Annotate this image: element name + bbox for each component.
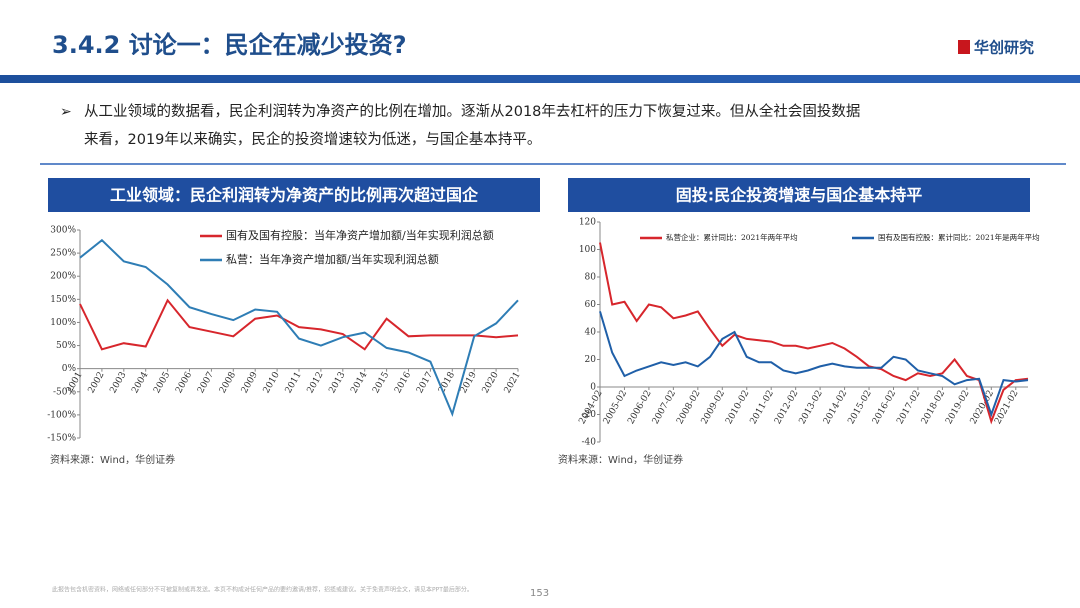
y-tick-label: -150%: [47, 434, 76, 444]
source: 资料来源：Wind，华创证券: [50, 453, 175, 466]
y-tick-label: -40: [582, 438, 597, 448]
source: 资料来源：Wind，华创证券: [558, 453, 683, 466]
x-tick-label: 2007: [196, 370, 216, 395]
disclaimer: 此报告包含机密资料，网络或任何部分不可被复制或再发送。本页不构成对任何产品的要约…: [52, 586, 473, 594]
x-tick-label: 2012: [306, 370, 326, 395]
legend-label: 私营：当年净资产增加额/当年实现利润总额: [226, 252, 439, 266]
x-tick-label: 2017-02: [895, 389, 922, 426]
bullet-line: 从工业领域的数据看，民企利润转为净资产的比例在增加。逐渐从2018年去杠杆的压力…: [84, 102, 860, 120]
x-tick-label: 2017: [415, 370, 435, 395]
y-tick-label: 100: [579, 245, 596, 255]
x-tick-label: 2008: [218, 370, 238, 395]
x-tick-label: 2016: [393, 370, 413, 395]
series-line: [79, 298, 519, 351]
x-tick-label: 2012-02: [773, 389, 800, 426]
y-tick-label: 0%: [62, 364, 77, 374]
y-tick-label: 60: [585, 300, 597, 310]
x-tick-label: 2009-02: [700, 389, 727, 426]
y-tick-label: 300%: [50, 226, 76, 236]
logo: 华创研究: [974, 39, 1034, 57]
chart-title: 工业领域：民企利润转为净资产的比例再次超过国企: [110, 186, 479, 205]
series-line: [79, 238, 519, 418]
x-tick-label: 2009: [240, 370, 260, 395]
chart-header: [48, 178, 540, 212]
x-tick-label: 2013-02: [798, 389, 825, 426]
x-tick-label: 2014-02: [822, 389, 849, 426]
x-tick-label: 2008-02: [675, 389, 702, 426]
x-tick-label: 2004-02: [577, 389, 604, 426]
y-tick-label: 40: [585, 328, 597, 338]
y-tick-label: 120: [579, 218, 596, 228]
y-tick-label: 200%: [50, 272, 76, 282]
x-tick-label: 2004: [130, 370, 150, 395]
y-tick-label: 0: [590, 383, 596, 393]
y-tick-label: 100%: [50, 318, 76, 328]
series-line: [599, 311, 1029, 418]
y-tick-label: -100%: [47, 410, 76, 420]
x-tick-label: 2021: [503, 370, 523, 395]
x-tick-label: 2005-02: [602, 389, 629, 426]
x-tick-label: 2006-02: [626, 389, 653, 426]
x-tick-label: 2010: [262, 370, 282, 395]
x-tick-label: 2006: [174, 370, 194, 395]
chart-title: 固投:民企投资增速与国企基本持平: [676, 186, 922, 205]
y-tick-label: 250%: [50, 249, 76, 259]
y-tick-label: -20: [582, 410, 597, 420]
y-tick-label: 50%: [56, 341, 76, 351]
x-tick-label: 2015: [371, 370, 391, 395]
x-tick-label: 2018-02: [920, 389, 947, 426]
legend-label: 国有及国有控股：当年净资产增加额/当年实现利润总额: [226, 228, 494, 242]
bullet-line: 来看，2019年以来确实，民企的投资增速较为低迷，与国企基本持平。: [84, 130, 541, 148]
bullet-marker: ➢: [60, 104, 72, 120]
legend-label: 私营企业：累计同比：2021年两年平均: [666, 232, 798, 242]
legend-label: 国有及国有控股：累计同比：2021年是两年平均: [878, 232, 1040, 242]
chart-header: [568, 178, 1030, 212]
y-tick-label: -50%: [53, 387, 76, 397]
header-bar: [0, 75, 1080, 83]
x-tick-label: 2010-02: [724, 389, 751, 426]
x-tick-label: 2011: [284, 370, 304, 395]
page-number: 153: [530, 588, 549, 599]
x-tick-label: 2005: [152, 370, 172, 395]
x-tick-label: 2015-02: [846, 389, 873, 426]
x-tick-label: 2013: [327, 370, 347, 395]
x-tick-label: 2002: [87, 370, 107, 395]
logo-icon: [958, 40, 970, 54]
series-line: [599, 242, 1029, 425]
slide-title: 3.4.2 讨论一：民企在减少投资?: [52, 31, 407, 59]
x-tick-label: 2016-02: [871, 389, 898, 426]
y-tick-label: 150%: [50, 295, 76, 305]
x-tick-label: 2014: [349, 370, 369, 395]
y-tick-label: 80: [585, 273, 597, 283]
x-tick-label: 2011-02: [749, 389, 776, 426]
x-tick-label: 2007-02: [651, 389, 678, 426]
y-tick-label: 20: [585, 355, 597, 365]
x-tick-label: 2020: [481, 370, 501, 395]
x-tick-label: 2003: [108, 370, 128, 395]
x-tick-label: 2019-02: [944, 389, 971, 426]
